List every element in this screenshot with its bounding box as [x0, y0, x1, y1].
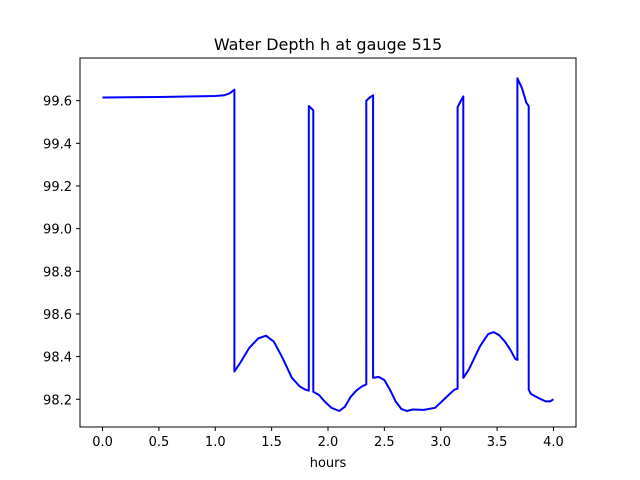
- y-tick-label: 98.2: [43, 393, 72, 408]
- y-tick-label: 99.0: [43, 223, 72, 238]
- x-tick-label: 1.5: [261, 435, 282, 450]
- x-tick-label: 2.0: [318, 435, 339, 450]
- y-axis-ticks: 98.2 98.4 98.6 98.8 99.0 99.2 99.4 99.6: [43, 95, 80, 408]
- x-tick-label: 0.0: [92, 435, 113, 450]
- y-tick-label: 99.2: [43, 180, 72, 195]
- x-tick-label: 1.0: [205, 435, 226, 450]
- x-tick-label: 3.5: [487, 435, 508, 450]
- plot-frame: [79, 57, 577, 428]
- series-line: [102, 77, 555, 412]
- x-axis-ticks: 0.0 0.5 1.0 1.5 2.0 2.5 3.0 3.5 4.0: [92, 427, 564, 450]
- y-tick-label: 98.4: [43, 351, 72, 366]
- x-tick-label: 4.0: [543, 435, 564, 450]
- y-tick-label: 98.6: [43, 308, 72, 323]
- x-tick-label: 2.5: [374, 435, 395, 450]
- x-axis-label: hours: [310, 456, 347, 471]
- x-tick-label: 3.0: [430, 435, 451, 450]
- y-tick-label: 99.4: [43, 137, 72, 152]
- x-tick-label: 0.5: [149, 435, 170, 450]
- y-tick-label: 98.8: [43, 265, 72, 280]
- y-tick-label: 99.6: [43, 95, 72, 110]
- chart-title: Water Depth h at gauge 515: [214, 35, 442, 54]
